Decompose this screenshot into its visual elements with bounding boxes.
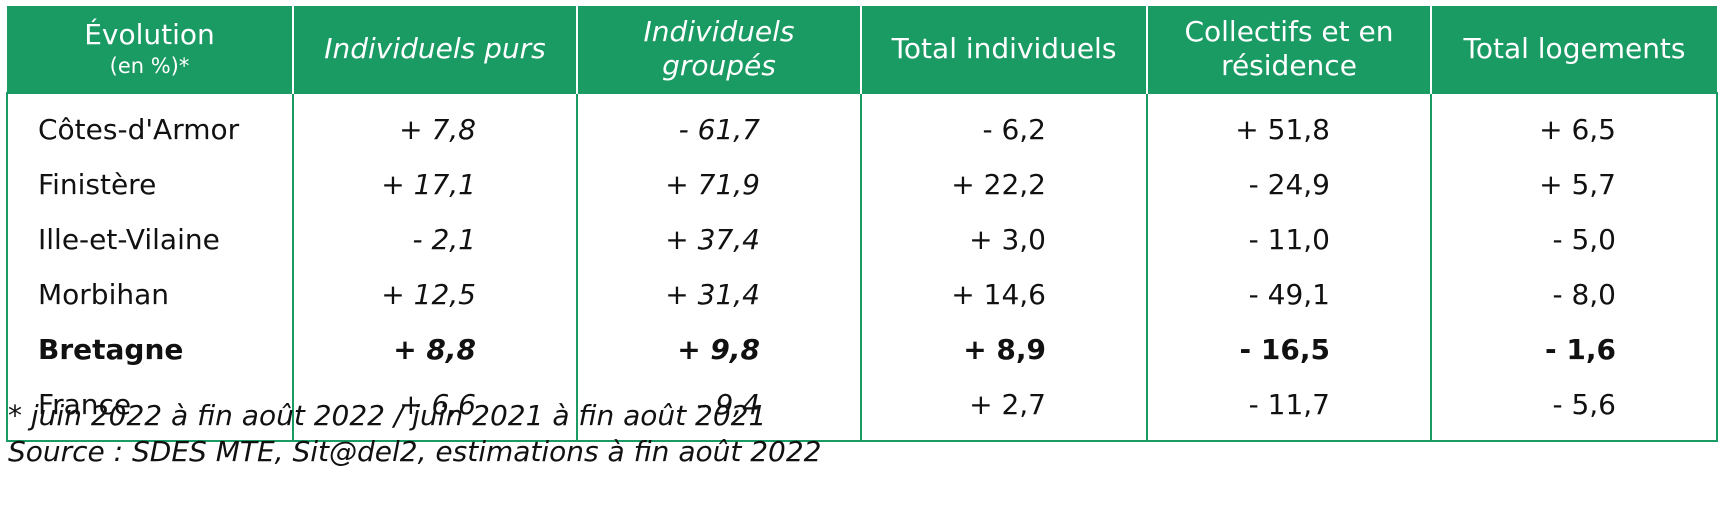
cell-total-logements: + 6,5	[1430, 93, 1717, 157]
cell-total-individuels: + 3,0	[860, 212, 1147, 267]
header-individuels-groupes: Individuels groupés	[576, 6, 861, 93]
cell-collectifs: - 16,5	[1146, 322, 1431, 377]
table-row: Morbihan + 12,5 + 31,4 + 14,6 - 49,1 - 8…	[7, 267, 1717, 322]
row-label: France	[38, 388, 132, 421]
source-note: Source : SDES MTE, Sit@del2, estimations…	[8, 435, 822, 468]
cell-individuels-groupes: - 9,4	[576, 377, 861, 441]
cell-individuels-groupes: + 9,8	[576, 322, 861, 377]
cell-collectifs: - 24,9	[1146, 157, 1431, 212]
cell-collectifs: + 51,8	[1146, 93, 1431, 157]
row-label: Ille-et-Vilaine	[38, 223, 220, 256]
cell-collectifs: - 11,0	[1146, 212, 1431, 267]
cell-individuels-groupes: + 37,4	[576, 212, 861, 267]
cell-total-individuels: + 8,9	[860, 322, 1147, 377]
cell-individuels-purs: + 12,5	[292, 267, 577, 322]
header-evolution: Évolution (en %)*	[7, 6, 293, 93]
housing-evolution-table: Évolution (en %)* Individuels purs Indiv…	[6, 6, 1718, 442]
cell-total-logements: - 1,6	[1430, 322, 1717, 377]
header-individuels-purs: Individuels purs	[292, 6, 577, 93]
footnote: * juin 2022 à fin août 2022 / juin 2021 …	[8, 399, 767, 432]
cell-individuels-purs: + 7,8	[292, 93, 577, 157]
row-label: Morbihan	[38, 278, 170, 311]
row-label: Finistère	[38, 168, 157, 201]
row-label: Côtes-d'Armor	[38, 113, 240, 146]
header-total-individuels: Total individuels	[860, 6, 1147, 93]
cell-total-logements: - 8,0	[1430, 267, 1717, 322]
table-notes: * juin 2022 à fin août 2022 / juin 2021 …	[8, 398, 822, 470]
cell-total-logements: - 5,6	[1430, 377, 1717, 441]
cell-total-individuels: - 6,2	[860, 93, 1147, 157]
header-total-logements: Total logements	[1430, 6, 1717, 93]
cell-total-individuels: + 14,6	[860, 267, 1147, 322]
cell-collectifs: - 11,7	[1146, 377, 1431, 441]
cell-individuels-groupes: + 31,4	[576, 267, 861, 322]
header-collectifs-residence: Collectifs et en résidence	[1146, 6, 1431, 93]
cell-individuels-purs: + 6,6	[292, 377, 577, 441]
cell-individuels-purs: - 2,1	[292, 212, 577, 267]
table-row: Finistère + 17,1 + 71,9 + 22,2 - 24,9 + …	[7, 157, 1717, 212]
table-row: Côtes-d'Armor + 7,8 - 61,7 - 6,2 + 51,8 …	[7, 93, 1717, 157]
row-label: Bretagne	[38, 333, 184, 366]
cell-individuels-purs: + 8,8	[292, 322, 577, 377]
table-row-total-bretagne: Bretagne + 8,8 + 9,8 + 8,9 - 16,5 - 1,6	[7, 322, 1717, 377]
cell-individuels-purs: + 17,1	[292, 157, 577, 212]
cell-total-logements: + 5,7	[1430, 157, 1717, 212]
table-row: France + 6,6 - 9,4 + 2,7 - 11,7 - 5,6	[7, 377, 1717, 441]
cell-total-individuels: + 2,7	[860, 377, 1147, 441]
cell-individuels-groupes: + 71,9	[576, 157, 861, 212]
cell-collectifs: - 49,1	[1146, 267, 1431, 322]
cell-individuels-groupes: - 61,7	[576, 93, 861, 157]
cell-total-individuels: + 22,2	[860, 157, 1147, 212]
header-row: Évolution (en %)* Individuels purs Indiv…	[7, 6, 1717, 93]
table-row: Ille-et-Vilaine - 2,1 + 37,4 + 3,0 - 11,…	[7, 212, 1717, 267]
cell-total-logements: - 5,0	[1430, 212, 1717, 267]
